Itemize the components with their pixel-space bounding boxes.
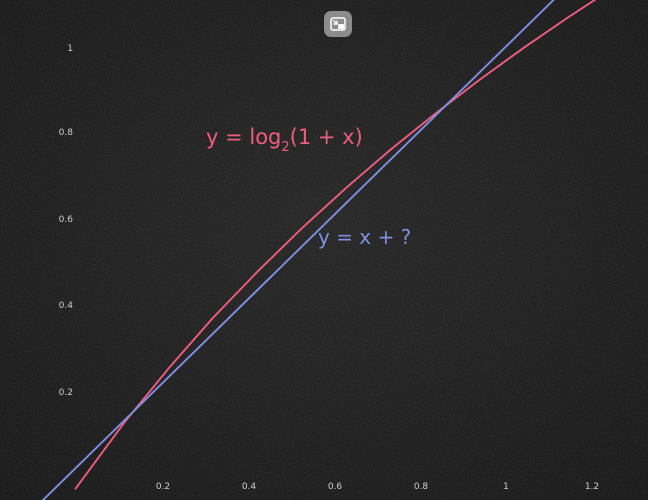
picture-in-picture-exit-icon (330, 17, 346, 31)
x-tick-label: 0.6 (328, 482, 343, 492)
series-layer (41, 0, 597, 500)
x-tick-label: 0.8 (414, 482, 429, 492)
y-tick-labels: 0.2 0.4 0.6 0.8 1 (59, 44, 74, 398)
log2-label-argument: (1 + x) (290, 125, 363, 149)
pip-button[interactable] (324, 11, 352, 37)
x-tick-label: 1 (503, 482, 509, 492)
x-tick-label: 0.2 (156, 482, 170, 492)
y-tick-label: 0.4 (59, 301, 74, 311)
linear-approximation-line (41, 0, 555, 500)
x-tick-label: 0.4 (242, 482, 257, 492)
series-label-linear: y = x + ? (318, 225, 411, 249)
y-tick-label: 0.2 (59, 388, 73, 398)
y-tick-label: 0.6 (59, 215, 74, 225)
x-tick-label: 1.2 (585, 482, 599, 492)
log2-label-main: y = log (206, 125, 281, 149)
log2-curve (74, 0, 597, 490)
y-tick-label: 1 (67, 44, 73, 54)
log2-label-subscript: 2 (281, 140, 289, 155)
series-label-log2: y = log2(1 + x) (206, 125, 363, 155)
x-tick-labels: 0.2 0.4 0.6 0.8 1 1.2 (156, 482, 599, 492)
y-tick-label: 0.8 (59, 128, 74, 138)
